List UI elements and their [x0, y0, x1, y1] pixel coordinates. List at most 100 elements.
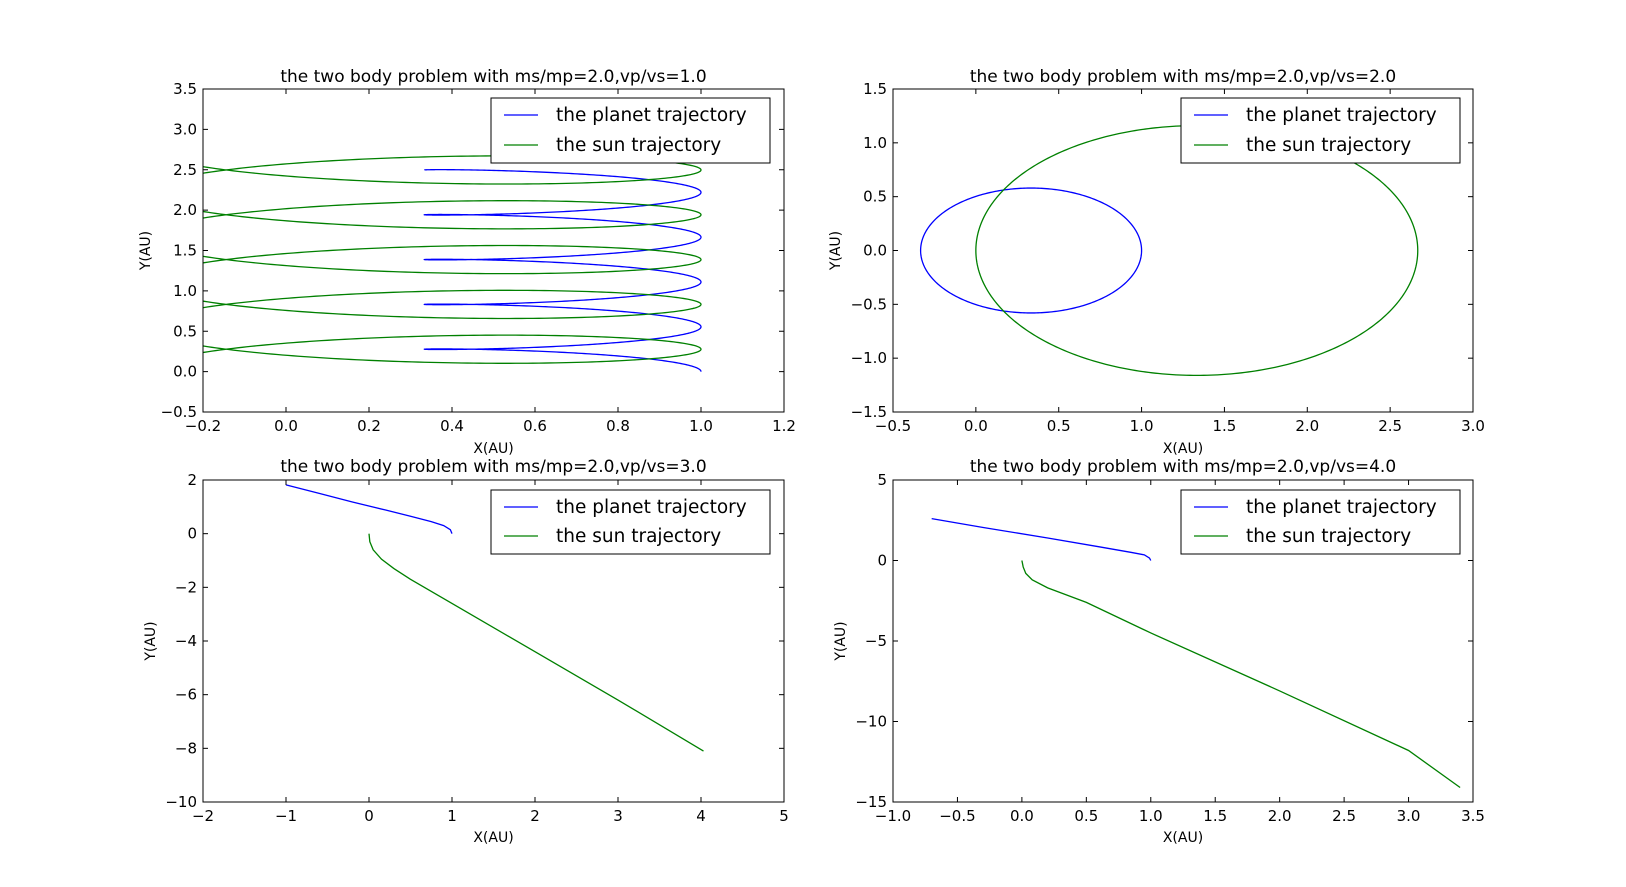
- legend-label-sun: the sun trajectory: [556, 135, 721, 156]
- chart-title: the two body problem with ms/mp=2.0,vp/v…: [970, 457, 1396, 477]
- x-tick-label: 0.0: [964, 417, 988, 435]
- y-tick-label: 0: [187, 525, 197, 543]
- planet-trajectory-line: [285, 484, 453, 534]
- ticks: −2 −1 0 1 2 3 4 5−10−8−6−4−202: [165, 471, 788, 825]
- sun-trajectory-line: [368, 533, 704, 752]
- x-tick-label: −2: [192, 807, 214, 825]
- x-axis-label: X(AU): [1163, 441, 1203, 457]
- y-tick-label: 0.5: [173, 322, 197, 340]
- x-tick-label: 1.0: [1130, 417, 1154, 435]
- y-tick-label: −15: [855, 793, 887, 811]
- ticks: −1.0 −0.5 0.0 0.5 1.0 1.5 2.0 2.5 3.0 3.5 −15 −10 −5…: [855, 471, 1485, 825]
- x-tick-label: 1.2: [772, 417, 796, 435]
- chart-title: the two body problem with ms/mp=2.0,vp/v…: [970, 67, 1396, 87]
- planet-trajectory-line: [423, 169, 702, 372]
- x-tick-label: 2.5: [1378, 417, 1402, 435]
- x-tick-label: 1.5: [1212, 417, 1236, 435]
- y-tick-label: 2.0: [173, 201, 197, 219]
- x-tick-label: 0.4: [440, 417, 464, 435]
- y-axis-label: Y(AU): [828, 231, 844, 271]
- x-tick-label: −0.5: [875, 417, 911, 435]
- x-tick-label: 1: [447, 807, 457, 825]
- y-tick-label: 0.0: [173, 363, 197, 381]
- x-tick-label: −1.0: [875, 807, 911, 825]
- y-axis-label: Y(AU): [833, 621, 849, 661]
- x-tick-label: −0.5: [939, 807, 975, 825]
- x-tick-label: 3.5: [1461, 807, 1485, 825]
- y-tick-label: 0.5: [863, 188, 887, 206]
- y-tick-label: 2.5: [173, 161, 197, 179]
- planet-trajectory-line: [919, 187, 1143, 314]
- legend-box: [490, 97, 771, 164]
- legend-box: [490, 489, 771, 555]
- y-tick-label: 5: [877, 471, 887, 489]
- x-axis-label: X(AU): [473, 441, 513, 457]
- plot-lines: [285, 484, 704, 752]
- subplot-3: −2 −1 0 1 2 3 4 5−10−8−6−4−202 the two body pro…: [143, 457, 789, 846]
- y-tick-label: −1.0: [851, 349, 887, 367]
- y-tick-label: 3.5: [173, 80, 197, 98]
- y-tick-label: 1.5: [863, 80, 887, 98]
- y-tick-label: −0.5: [161, 403, 197, 421]
- x-tick-label: 0.5: [1074, 807, 1098, 825]
- ticks: −0.5 0.0 0.5 1.0 1.5 2.0 2.5 3.0 −1.5 −1.0 −0.5 0.0…: [851, 80, 1485, 435]
- y-tick-label: −4: [175, 632, 197, 650]
- y-tick-label: −8: [175, 739, 197, 757]
- plot-lines: [203, 155, 702, 372]
- legend: the planet trajectory the sun trajectory: [1180, 489, 1461, 555]
- plot-lines: [931, 517, 1461, 789]
- legend: the planet trajectory the sun trajectory: [1180, 97, 1461, 164]
- x-tick-label: 2.5: [1332, 807, 1356, 825]
- legend-box: [1180, 489, 1461, 555]
- x-axis-label: X(AU): [1163, 830, 1203, 846]
- legend: the planet trajectory the sun trajectory: [490, 489, 771, 555]
- y-tick-label: −6: [175, 686, 197, 704]
- y-tick-label: −10: [855, 713, 887, 731]
- y-tick-label: 0.0: [863, 242, 887, 260]
- sun-trajectory-line: [203, 155, 702, 364]
- sun-trajectory-line: [1021, 560, 1461, 789]
- y-tick-label: −0.5: [851, 295, 887, 313]
- x-tick-label: 0.0: [274, 417, 298, 435]
- x-tick-label: 3: [613, 807, 623, 825]
- y-axis-label: Y(AU): [143, 621, 159, 661]
- legend-label-planet: the planet trajectory: [1246, 105, 1437, 126]
- legend-box: [1180, 97, 1461, 164]
- x-tick-label: 0.5: [1047, 417, 1071, 435]
- y-tick-label: 0: [877, 552, 887, 570]
- legend-label-sun: the sun trajectory: [1246, 135, 1411, 156]
- ticks: −0.2 0.0 0.2 0.4 0.6 0.8 1.0 1.2 −0.5 0.0 0.5 1.0 1.…: [161, 80, 796, 435]
- legend-label-planet: the planet trajectory: [1246, 497, 1437, 518]
- x-tick-label: 2.0: [1268, 807, 1292, 825]
- x-tick-label: 1.0: [1139, 807, 1163, 825]
- chart-title: the two body problem with ms/mp=2.0,vp/v…: [280, 67, 706, 87]
- x-tick-label: 0: [364, 807, 374, 825]
- y-tick-label: −2: [175, 578, 197, 596]
- legend-label-planet: the planet trajectory: [556, 105, 747, 126]
- legend-label-planet: the planet trajectory: [556, 497, 747, 518]
- y-tick-label: 1.5: [173, 242, 197, 260]
- subplot-1: −0.2 0.0 0.2 0.4 0.6 0.8 1.0 1.2 −0.5 0.0 0.5 1.0 1.…: [138, 67, 796, 457]
- x-tick-label: 0.8: [606, 417, 630, 435]
- y-tick-label: 1.0: [863, 134, 887, 152]
- y-tick-label: 3.0: [173, 120, 197, 138]
- y-tick-label: −10: [165, 793, 197, 811]
- legend: the planet trajectory the sun trajectory: [490, 97, 771, 164]
- x-tick-label: 4: [696, 807, 706, 825]
- x-tick-label: 0.2: [357, 417, 381, 435]
- x-tick-label: 1.5: [1203, 807, 1227, 825]
- x-tick-label: −1: [275, 807, 297, 825]
- x-tick-label: 0.0: [1010, 807, 1034, 825]
- y-axis-label: Y(AU): [138, 231, 154, 271]
- x-tick-label: 5: [779, 807, 789, 825]
- subplot-2: −0.5 0.0 0.5 1.0 1.5 2.0 2.5 3.0 −1.5 −1.0 −0.5 0.0…: [828, 67, 1485, 457]
- y-tick-label: −5: [865, 632, 887, 650]
- legend-label-sun: the sun trajectory: [1246, 526, 1411, 547]
- x-tick-label: 2: [530, 807, 540, 825]
- x-tick-label: 1.0: [689, 417, 713, 435]
- y-tick-label: −1.5: [851, 403, 887, 421]
- x-tick-label: 3.0: [1461, 417, 1485, 435]
- chart-title: the two body problem with ms/mp=2.0,vp/v…: [280, 457, 706, 477]
- x-tick-label: 2.0: [1295, 417, 1319, 435]
